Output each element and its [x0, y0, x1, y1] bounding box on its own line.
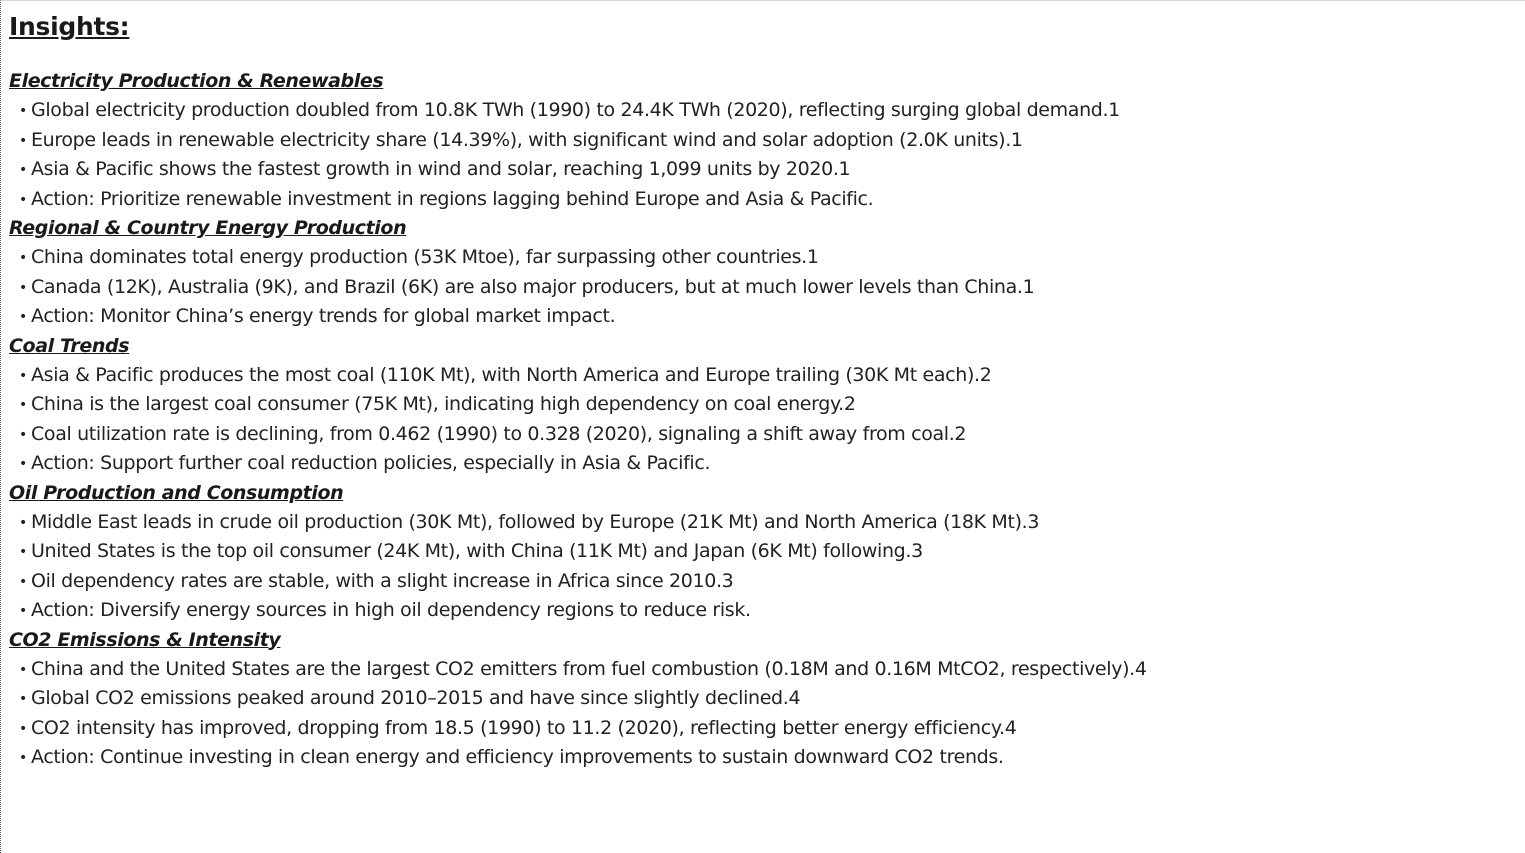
- bullet-item: • China dominates total energy production…: [9, 243, 1517, 273]
- bullet-text: China dominates total energy production …: [31, 246, 819, 268]
- bullet-item: • Global electricity production doubled f…: [9, 96, 1517, 126]
- bullet-item: • Action: Monitor China’s energy trends f…: [9, 302, 1517, 332]
- page-title: Insights:: [9, 12, 130, 41]
- bullet-text: Europe leads in renewable electricity sh…: [31, 128, 1023, 151]
- bullet-list: • Middle East leads in crude oil producti…: [9, 508, 1517, 626]
- bullet-list: • China and the United States are the lar…: [9, 655, 1517, 773]
- bullet-text: China and the United States are the larg…: [31, 657, 1147, 680]
- section-heading: Regional & Country Energy Production: [9, 217, 407, 239]
- bullet-text: Global CO2 emissions peaked around 2010–…: [31, 687, 801, 709]
- bullet-item: • Canada (12K), Australia (9K), and Brazi…: [9, 273, 1517, 303]
- bullet-text: Action: Monitor China’s energy trends fo…: [31, 305, 616, 327]
- bullet-dot-icon: •: [19, 720, 27, 737]
- bullet-dot-icon: •: [19, 603, 27, 619]
- bullet-item: • Coal utilization rate is declining, fro…: [9, 420, 1517, 450]
- bullet-item: • Action: Prioritize renewable investment…: [9, 185, 1517, 215]
- bullet-item: • Global CO2 emissions peaked around 2010…: [9, 684, 1517, 714]
- insight-section: Coal Trends • Asia & Pacific produces the …: [9, 332, 1517, 479]
- bullet-dot-icon: •: [19, 279, 27, 296]
- bullet-dot-icon: •: [19, 162, 27, 178]
- bullet-item: • Action: Diversify energy sources in hig…: [9, 596, 1517, 626]
- bullet-item: • United States is the top oil consumer (…: [9, 537, 1517, 567]
- bullet-item: • China and the United States are the lar…: [9, 655, 1517, 685]
- bullet-text: China is the largest coal consumer (75K …: [31, 393, 856, 415]
- bullet-dot-icon: •: [19, 132, 27, 149]
- sections-container: Electricity Production & Renewables • Glob…: [9, 67, 1517, 773]
- bullet-text: CO2 intensity has improved, dropping fro…: [31, 716, 1017, 739]
- bullet-item: • Asia & Pacific shows the fastest growth…: [9, 155, 1517, 185]
- bullet-text: Middle East leads in crude oil productio…: [31, 510, 1040, 533]
- section-heading: Oil Production and Consumption: [9, 481, 344, 504]
- insight-section: Oil Production and Consumption • Middle Ea…: [9, 479, 1517, 626]
- bullet-item: • Action: Support further coal reduction …: [9, 449, 1517, 479]
- section-heading: Coal Trends: [9, 334, 130, 357]
- insights-content: Insights: Electricity Production & Renew…: [9, 9, 1517, 773]
- bullet-dot-icon: •: [19, 573, 27, 590]
- bullet-list: • Asia & Pacific produces the most coal (…: [9, 361, 1517, 479]
- bullet-item: • Oil dependency rates are stable, with a…: [9, 567, 1517, 597]
- section-heading: Electricity Production & Renewables: [9, 70, 384, 92]
- bullet-item: • CO2 intensity has improved, dropping fr…: [9, 714, 1517, 744]
- insight-section: CO2 Emissions & Intensity • China and the …: [9, 626, 1517, 773]
- bullet-list: • Global electricity production doubled f…: [9, 96, 1517, 214]
- bullet-dot-icon: •: [19, 750, 27, 766]
- bullet-text: Canada (12K), Australia (9K), and Brazil…: [31, 275, 1035, 298]
- bullet-dot-icon: •: [19, 544, 27, 560]
- insight-section: Regional & Country Energy Production • Chi…: [9, 214, 1517, 332]
- bullet-item: • Europe leads in renewable electricity s…: [9, 126, 1517, 156]
- bullet-dot-icon: •: [19, 426, 27, 443]
- bullet-item: • China is the largest coal consumer (75K…: [9, 390, 1517, 420]
- bullet-text: Asia & Pacific produces the most coal (1…: [31, 363, 992, 386]
- bullet-dot-icon: •: [19, 191, 27, 208]
- bullet-item: • Middle East leads in crude oil producti…: [9, 508, 1517, 538]
- bullet-item: • Action: Continue investing in clean ene…: [9, 743, 1517, 773]
- bullet-text: Oil dependency rates are stable, with a …: [31, 569, 734, 592]
- insight-section: Electricity Production & Renewables • Glob…: [9, 67, 1517, 214]
- bullet-text: Action: Support further coal reduction p…: [31, 452, 711, 474]
- bullet-dot-icon: •: [19, 309, 27, 325]
- bullet-text: Action: Continue investing in clean ener…: [31, 746, 1004, 768]
- bullet-text: Action: Diversify energy sources in high…: [31, 599, 751, 621]
- bullet-dot-icon: •: [19, 397, 27, 413]
- bullet-dot-icon: •: [19, 367, 27, 384]
- bullet-item: • Asia & Pacific produces the most coal (…: [9, 361, 1517, 391]
- bullet-dot-icon: •: [19, 250, 27, 266]
- section-heading: CO2 Emissions & Intensity: [9, 628, 281, 651]
- bullet-dot-icon: •: [19, 661, 27, 678]
- bullet-text: Coal utilization rate is declining, from…: [31, 422, 967, 445]
- bullet-text: Asia & Pacific shows the fastest growth …: [31, 158, 851, 180]
- bullet-text: United States is the top oil consumer (2…: [31, 540, 923, 562]
- bullet-dot-icon: •: [19, 691, 27, 707]
- bullet-text: Action: Prioritize renewable investment …: [31, 187, 874, 210]
- bullet-dot-icon: •: [19, 103, 27, 119]
- bullet-dot-icon: •: [19, 514, 27, 531]
- bullet-dot-icon: •: [19, 456, 27, 472]
- bullet-list: • China dominates total energy production…: [9, 243, 1517, 332]
- bullet-text: Global electricity production doubled fr…: [31, 99, 1120, 121]
